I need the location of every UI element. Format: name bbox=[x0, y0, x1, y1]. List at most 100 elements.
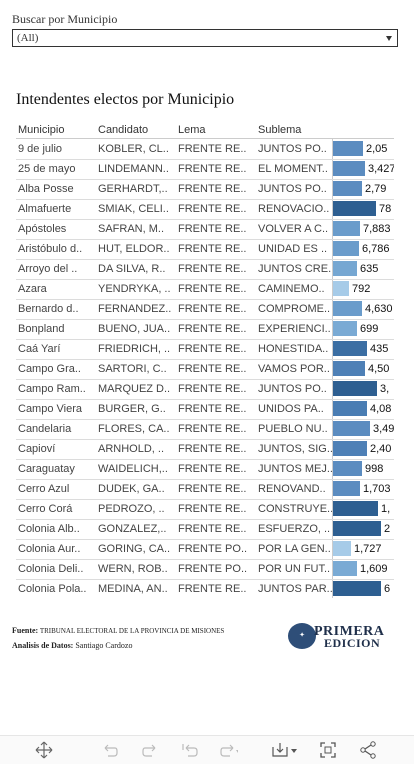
value-bar[interactable] bbox=[333, 441, 367, 456]
value-label: 6,786 bbox=[362, 243, 390, 255]
logo-emblem-icon: ✦ bbox=[288, 623, 316, 649]
value-bar[interactable] bbox=[333, 561, 357, 576]
table-row[interactable]: Campo Viera BURGER, G.. FRENTE RE.. UNIDOS … bbox=[16, 399, 394, 420]
value-bar[interactable] bbox=[333, 521, 381, 536]
value-bar[interactable] bbox=[333, 541, 351, 556]
refresh-icon[interactable] bbox=[218, 740, 240, 760]
table-row[interactable]: Cerro Azul DUDEK, GA.. FRENTE RE.. RENOVAND… bbox=[16, 479, 394, 500]
value-label: 2,79 bbox=[365, 183, 387, 195]
cell-candidato: FLORES, CA.. bbox=[98, 423, 170, 435]
table-row[interactable]: Bernardo d.. FERNANDEZ.. FRENTE RE.. COMPRO… bbox=[16, 299, 394, 320]
value-bar[interactable] bbox=[333, 141, 363, 156]
page-title: Intendentes electos por Municipio bbox=[16, 91, 235, 108]
table-row[interactable]: 25 de mayo LINDEMANN.. FRENTE RE.. EL MOMEN… bbox=[16, 159, 394, 180]
table-row[interactable]: Campo Ram.. MARQUEZ D.. FRENTE RE.. JUNTOS … bbox=[16, 379, 394, 400]
value-label: 1,727 bbox=[354, 543, 382, 555]
cell-candidato: SAFRAN, M.. bbox=[98, 223, 165, 235]
cell-lema: FRENTE RE.. bbox=[178, 203, 247, 215]
header-municipio[interactable]: Municipio bbox=[18, 124, 65, 136]
value-bar[interactable] bbox=[333, 341, 367, 356]
table-row[interactable]: Caraguatay WAIDELICH,.. FRENTE RE.. JUNTOS … bbox=[16, 459, 394, 480]
value-label: 998 bbox=[365, 463, 384, 475]
value-label: 3, bbox=[380, 383, 390, 395]
table-row[interactable]: Candelaria FLORES, CA.. FRENTE RE.. PUEBLO … bbox=[16, 419, 394, 440]
value-bar[interactable] bbox=[333, 281, 349, 296]
cell-municipio: Caraguatay bbox=[18, 463, 75, 475]
header-candidato[interactable]: Candidato bbox=[98, 124, 149, 136]
table-row[interactable]: Colonia Alb.. GONZALEZ,.. FRENTE RE.. ESFUE… bbox=[16, 519, 394, 540]
table-row[interactable]: Campo Gra.. SARTORI, C.. FRENTE RE.. VAMOS … bbox=[16, 359, 394, 380]
value-bar[interactable] bbox=[333, 261, 357, 276]
cell-sublema: POR LA GEN.. bbox=[258, 543, 331, 555]
value-bar[interactable] bbox=[333, 241, 359, 256]
table-row[interactable]: 9 de julio KOBLER, CL.. FRENTE RE.. JUNTOS … bbox=[16, 139, 394, 160]
value-bar[interactable] bbox=[333, 481, 360, 496]
redo-icon[interactable] bbox=[140, 740, 160, 760]
municipio-dropdown[interactable]: (All) bbox=[12, 29, 398, 47]
cell-candidato: FERNANDEZ.. bbox=[98, 303, 172, 315]
value-bar[interactable] bbox=[333, 361, 365, 376]
table-row[interactable]: Caá Yarí FRIEDRICH, .. FRENTE RE.. HONESTID… bbox=[16, 339, 394, 360]
value-label: 1,609 bbox=[360, 563, 388, 575]
primera-edicion-logo: ✦ PRIMERA EDICION bbox=[288, 622, 394, 650]
cell-candidato: PEDROZO, .. bbox=[98, 503, 165, 515]
cell-candidato: GORING, CA.. bbox=[98, 543, 171, 555]
value-bar[interactable] bbox=[333, 181, 362, 196]
cell-lema: FRENTE PO.. bbox=[178, 543, 248, 555]
value-bar[interactable] bbox=[333, 401, 367, 416]
value-bar[interactable] bbox=[333, 581, 381, 596]
cell-candidato: WERN, ROB.. bbox=[98, 563, 168, 575]
cell-sublema: HONESTIDA.. bbox=[258, 343, 329, 355]
cell-lema: FRENTE PO.. bbox=[178, 563, 248, 575]
value-bar[interactable] bbox=[333, 421, 370, 436]
table-row[interactable]: Cerro Corá PEDROZO, .. FRENTE RE.. CONSTRUY… bbox=[16, 499, 394, 520]
fullscreen-icon[interactable] bbox=[318, 740, 338, 760]
cell-candidato: DUDEK, GA.. bbox=[98, 483, 165, 495]
table-row[interactable]: Colonia Aur.. GORING, CA.. FRENTE PO.. POR … bbox=[16, 539, 394, 560]
table-row[interactable]: Aristóbulo d.. HUT, ELDOR.. FRENTE RE.. UNI… bbox=[16, 239, 394, 260]
value-bar[interactable] bbox=[333, 301, 362, 316]
table-row[interactable]: Bonpland BUENO, JUA.. FRENTE RE.. EXPERIENC… bbox=[16, 319, 394, 340]
table-row[interactable]: Arroyo del .. DA SILVA, R.. FRENTE RE.. JUN… bbox=[16, 259, 394, 280]
value-bar[interactable] bbox=[333, 201, 376, 216]
cell-lema: FRENTE RE.. bbox=[178, 303, 247, 315]
value-bar[interactable] bbox=[333, 221, 360, 236]
cell-sublema: COMPROME.. bbox=[258, 303, 331, 315]
table-row[interactable]: Apóstoles SAFRAN, M.. FRENTE RE.. VOLVER A … bbox=[16, 219, 394, 240]
cell-lema: FRENTE RE.. bbox=[178, 243, 247, 255]
cell-lema: FRENTE RE.. bbox=[178, 383, 247, 395]
cell-candidato: LINDEMANN.. bbox=[98, 163, 169, 175]
cell-lema: FRENTE RE.. bbox=[178, 443, 247, 455]
revert-icon[interactable] bbox=[180, 740, 200, 760]
value-bar[interactable] bbox=[333, 461, 362, 476]
value-label: 7,883 bbox=[363, 223, 391, 235]
share-icon[interactable] bbox=[358, 740, 378, 760]
cell-lema: FRENTE RE.. bbox=[178, 343, 247, 355]
value-bar[interactable] bbox=[333, 161, 365, 176]
header-lema[interactable]: Lema bbox=[178, 124, 206, 136]
cell-municipio: Apóstoles bbox=[18, 223, 67, 235]
header-sublema[interactable]: Sublema bbox=[258, 124, 302, 136]
cell-municipio: Cerro Azul bbox=[18, 483, 70, 495]
value-label: 3,427 bbox=[368, 163, 394, 175]
table-row[interactable]: Colonia Pola.. MEDINA, AN.. FRENTE RE.. JUN… bbox=[16, 579, 394, 598]
cell-sublema: PUEBLO NU.. bbox=[258, 423, 328, 435]
undo-icon[interactable] bbox=[100, 740, 120, 760]
cell-municipio: 9 de julio bbox=[18, 143, 63, 155]
table-row[interactable]: Almafuerte SMIAK, CELI.. FRENTE RE.. RENOVA… bbox=[16, 199, 394, 220]
value-bar[interactable] bbox=[333, 381, 377, 396]
value-label: 1, bbox=[381, 503, 391, 515]
cell-sublema: JUNTOS PAR.. bbox=[258, 583, 332, 595]
cell-candidato: MARQUEZ D.. bbox=[98, 383, 171, 395]
move-icon[interactable] bbox=[34, 740, 54, 760]
value-bar[interactable] bbox=[333, 321, 357, 336]
download-icon[interactable] bbox=[270, 740, 300, 760]
table-row[interactable]: Colonia Deli.. WERN, ROB.. FRENTE PO.. POR … bbox=[16, 559, 394, 580]
table-row[interactable]: Capioví ARNHOLD, .. FRENTE RE.. JUNTOS, SIG… bbox=[16, 439, 394, 460]
cell-candidato: KOBLER, CL.. bbox=[98, 143, 169, 155]
table-row[interactable]: Alba Posse GERHARDT,.. FRENTE RE.. JUNTOS P… bbox=[16, 179, 394, 200]
value-label: 2 bbox=[384, 523, 391, 535]
value-bar[interactable] bbox=[333, 501, 378, 516]
cell-municipio: Alba Posse bbox=[18, 183, 74, 195]
table-row[interactable]: Azara YENDRYKA, .. FRENTE RE.. CAMINEMO.. 79… bbox=[16, 279, 394, 300]
